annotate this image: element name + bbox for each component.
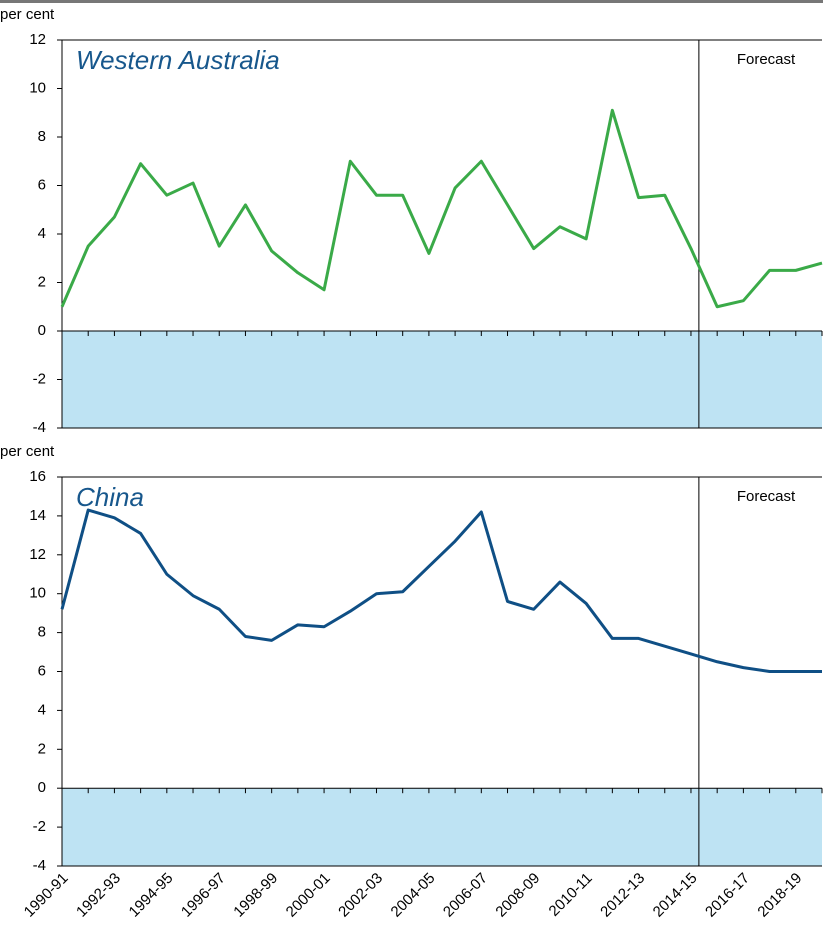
y-tick-label: 10	[29, 585, 46, 602]
x-tick-label: 2006-07	[440, 870, 491, 921]
negative-region	[62, 788, 822, 866]
y-tick-label: 14	[29, 507, 46, 524]
x-tick-label: 2002-03	[335, 870, 386, 921]
chart-title: Western Australia	[76, 45, 280, 75]
x-tick-label: 2008-09	[492, 870, 543, 921]
x-tick-label: 2018-19	[754, 870, 805, 921]
y-tick-label: 16	[29, 468, 46, 485]
negative-region	[62, 331, 822, 428]
x-tick-label: 2004-05	[388, 870, 439, 921]
y-tick-label: 8	[38, 128, 46, 145]
x-tick-label: 2000-01	[283, 870, 334, 921]
data-line	[60, 508, 822, 673]
y-tick-label: -2	[33, 818, 46, 835]
x-tick-label: 2012-13	[597, 870, 648, 921]
top-rule	[0, 0, 823, 3]
x-tick-label: 2010-11	[546, 870, 596, 920]
x-tick-label: 1996-97	[178, 870, 229, 921]
y-tick-label: 0	[38, 779, 46, 796]
y-tick-label: 4	[38, 225, 46, 242]
y-tick-label: 10	[29, 79, 46, 96]
x-tick-label: 1998-99	[230, 870, 281, 921]
y-tick-label: 2	[38, 273, 46, 290]
y-axis-label: per cent	[0, 443, 55, 460]
x-tick-label: 2014-15	[650, 870, 701, 921]
chart-title: China	[76, 482, 144, 512]
x-tick-label: 1994-95	[126, 870, 177, 921]
y-tick-label: -4	[33, 419, 46, 436]
x-tick-label: 2016-17	[702, 870, 753, 921]
y-tick-label: 4	[38, 701, 46, 718]
data-line	[60, 108, 823, 309]
forecast-label: Forecast	[737, 488, 796, 505]
y-tick-label: 0	[38, 322, 46, 339]
y-tick-label: 6	[38, 176, 46, 193]
y-axis-label: per cent	[0, 6, 55, 23]
y-tick-label: 2	[38, 740, 46, 757]
y-tick-label: 12	[29, 31, 46, 48]
y-tick-label: -2	[33, 370, 46, 387]
x-tick-label: 1990-91	[21, 870, 72, 921]
y-tick-label: 8	[38, 624, 46, 641]
x-tick-label: 1992-93	[73, 870, 124, 921]
y-tick-label: 6	[38, 662, 46, 679]
y-tick-label: -4	[33, 857, 46, 874]
forecast-label: Forecast	[737, 51, 796, 68]
y-tick-label: 12	[29, 546, 46, 563]
